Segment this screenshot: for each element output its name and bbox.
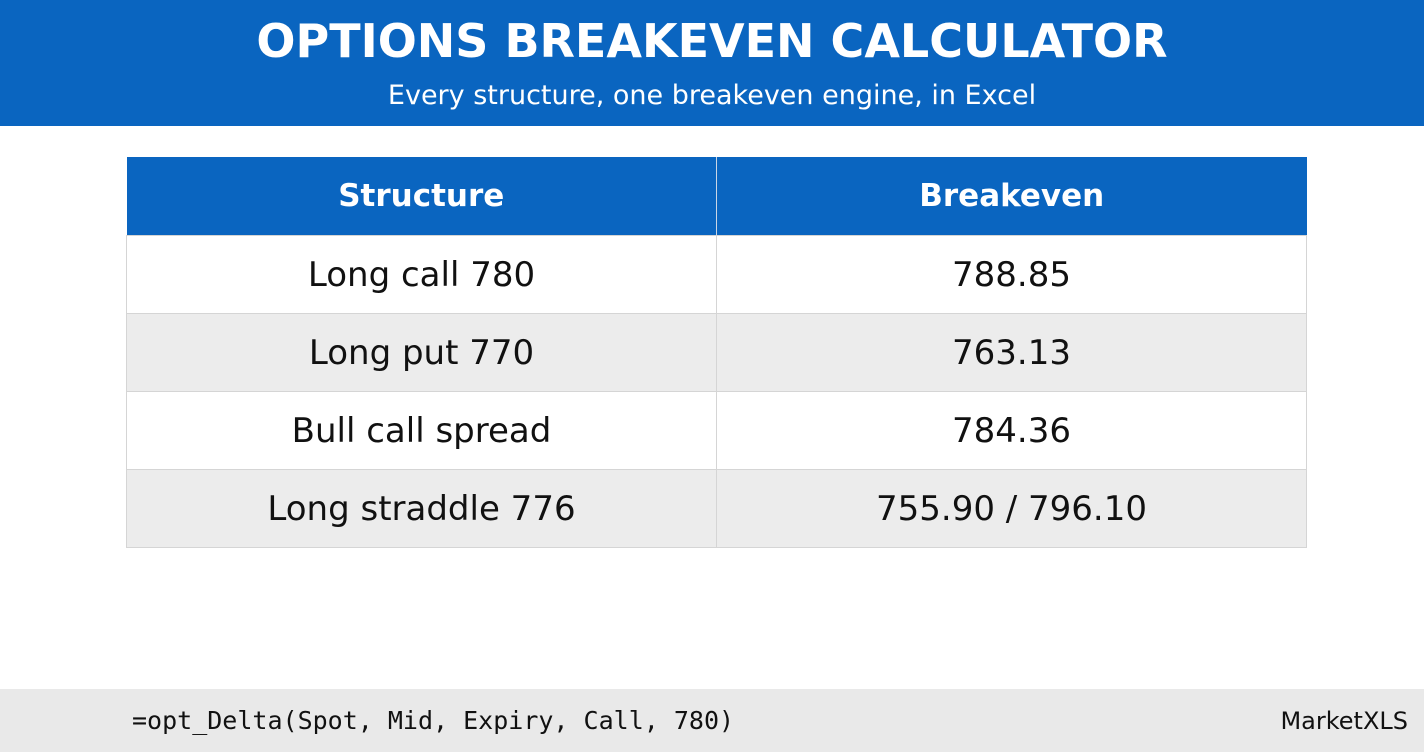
breakeven-cell: 784.36: [716, 391, 1307, 470]
formula: =opt_Delta(Spot, Mid, Expiry, Call, 780): [132, 706, 735, 735]
title: OPTIONS BREAKEVEN CALCULATOR: [256, 14, 1168, 68]
breakeven-cell: 788.85: [716, 235, 1307, 314]
column-header: Breakeven: [716, 157, 1307, 236]
breakeven-cell: 763.13: [716, 313, 1307, 392]
table-row: Long call 780 788.85: [126, 235, 1307, 314]
subtitle: Every structure, one breakeven engine, i…: [387, 80, 1037, 111]
breakeven-cell: 755.90 / 796.10: [716, 469, 1307, 548]
table-row: Long straddle 776 755.90 / 796.10: [126, 469, 1307, 548]
header-row: Structure Breakeven: [126, 157, 1307, 236]
table-row: Bull call spread 784.36: [126, 391, 1307, 470]
structure-cell: Bull call spread: [126, 391, 717, 470]
table-row: Long put 770 763.13: [126, 313, 1307, 392]
header: OPTIONS BREAKEVEN CALCULATOR Every struc…: [0, 0, 1424, 126]
brand: MarketXLS: [1280, 707, 1408, 735]
table-body: Long call 780 788.85 Long put 770 763.13 Bul…: [126, 235, 1307, 548]
breakeven-table: Structure Breakeven Long call 780 788.85 L…: [126, 157, 1307, 548]
footer: =opt_Delta(Spot, Mid, Expiry, Call, 780)…: [0, 689, 1424, 752]
structure-cell: Long call 780: [126, 235, 717, 314]
column-header: Structure: [126, 157, 717, 236]
structure-cell: Long straddle 776: [126, 469, 717, 548]
structure-cell: Long put 770: [126, 313, 717, 392]
